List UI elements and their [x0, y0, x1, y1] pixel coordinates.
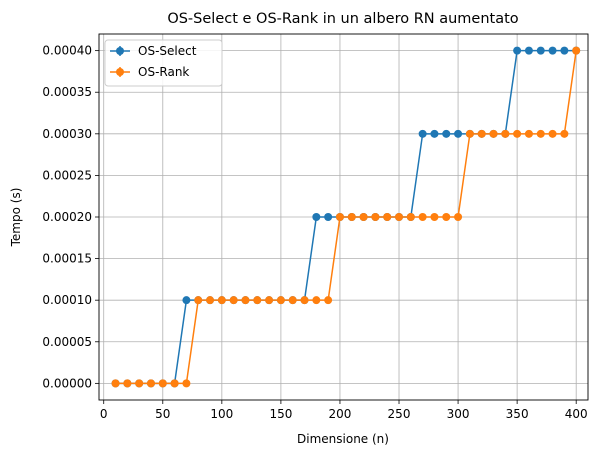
- x-tick-label: 300: [447, 407, 470, 421]
- data-point-os-rank: [548, 129, 557, 138]
- y-tick-label: 0.00035: [42, 85, 92, 99]
- data-point-os-rank: [501, 129, 510, 138]
- data-point-os-rank: [513, 129, 522, 138]
- data-point-os-rank: [430, 213, 439, 221]
- y-tick-label: 0.00010: [42, 293, 92, 307]
- data-point-os-rank: [158, 379, 167, 388]
- data-point-os-rank: [383, 213, 392, 221]
- data-point-os-select: [560, 46, 569, 55]
- data-point-os-rank: [229, 296, 238, 305]
- y-tick-label: 0.00015: [42, 252, 92, 266]
- series-layer: [111, 46, 581, 388]
- data-point-os-select: [513, 46, 522, 55]
- data-point-os-rank: [170, 379, 179, 388]
- data-point-os-rank: [406, 213, 415, 221]
- y-tick-label: 0.00020: [42, 210, 92, 224]
- data-point-os-rank: [489, 129, 498, 138]
- data-point-os-rank: [276, 296, 285, 305]
- data-point-os-rank: [465, 129, 474, 138]
- x-axis: 0 50 100 150 200 250 300 350 400: [100, 400, 588, 421]
- data-point-os-rank: [418, 213, 427, 221]
- x-tick-label: 400: [565, 407, 588, 421]
- x-tick-label: 250: [388, 407, 411, 421]
- data-point-os-select: [418, 129, 427, 138]
- series-os-rank: [111, 46, 581, 388]
- data-point-os-rank: [395, 213, 404, 221]
- data-point-os-select: [430, 129, 439, 138]
- data-point-os-select: [536, 46, 545, 55]
- data-point-os-rank: [111, 379, 120, 388]
- data-point-os-rank: [265, 296, 274, 305]
- series-line-os-rank: [115, 50, 577, 385]
- data-point-os-rank: [253, 296, 262, 305]
- x-tick-label: 350: [506, 407, 529, 421]
- y-tick-label: 0.00000: [42, 376, 92, 390]
- data-point-os-rank: [524, 129, 533, 138]
- x-tick-label: 0: [100, 407, 108, 421]
- data-point-os-rank: [454, 213, 463, 221]
- data-point-os-rank: [477, 129, 486, 138]
- data-point-os-rank: [288, 296, 297, 305]
- data-point-os-rank: [300, 296, 309, 305]
- data-point-os-select: [442, 129, 451, 138]
- x-tick-label: 50: [155, 407, 170, 421]
- data-point-os-rank: [347, 213, 356, 221]
- data-point-os-rank: [206, 296, 215, 305]
- x-tick-label: 100: [210, 407, 233, 421]
- data-point-os-select: [454, 129, 463, 138]
- data-point-os-rank: [194, 296, 203, 305]
- chart-title: OS-Select e OS-Rank in un albero RN aume…: [167, 11, 518, 27]
- y-axis-label: Tempo (s): [9, 188, 23, 248]
- data-point-os-rank: [442, 213, 451, 221]
- data-point-os-rank: [335, 213, 344, 221]
- data-point-os-rank: [135, 379, 144, 388]
- data-point-os-rank: [241, 296, 250, 305]
- data-point-os-rank: [123, 379, 132, 388]
- legend-entry-os-select: OS-Select: [110, 44, 197, 58]
- legend: OS-Select OS-Rank: [104, 39, 223, 87]
- data-point-os-select: [182, 296, 191, 305]
- y-tick-label: 0.00040: [42, 44, 92, 58]
- y-tick-label: 0.00005: [42, 335, 92, 349]
- y-tick-label: 0.00025: [42, 168, 92, 182]
- data-point-os-select: [548, 46, 557, 55]
- data-point-os-rank: [146, 379, 155, 388]
- data-point-os-select: [312, 213, 321, 221]
- y-axis: 0.00000 0.00005 0.00010 0.00015 0.00020 0.000…: [42, 44, 99, 390]
- x-tick-label: 200: [329, 407, 352, 421]
- data-point-os-select: [324, 213, 333, 221]
- data-point-os-rank: [572, 46, 581, 55]
- data-point-os-rank: [312, 296, 321, 305]
- data-point-os-rank: [182, 379, 191, 388]
- data-point-os-rank: [536, 129, 545, 138]
- data-point-os-rank: [371, 213, 380, 221]
- data-point-os-select: [524, 46, 533, 55]
- legend-box: [104, 39, 223, 87]
- x-tick-label: 150: [269, 407, 292, 421]
- data-point-os-rank: [324, 296, 333, 305]
- legend-label-os-rank: OS-Rank: [138, 65, 189, 79]
- y-tick-label: 0.00030: [42, 127, 92, 141]
- legend-entry-os-rank: OS-Rank: [110, 65, 189, 79]
- data-point-os-rank: [560, 129, 569, 138]
- data-point-os-rank: [359, 213, 368, 221]
- legend-label-os-select: OS-Select: [138, 44, 197, 58]
- data-point-os-rank: [217, 296, 226, 305]
- x-axis-label: Dimensione (n): [297, 432, 389, 446]
